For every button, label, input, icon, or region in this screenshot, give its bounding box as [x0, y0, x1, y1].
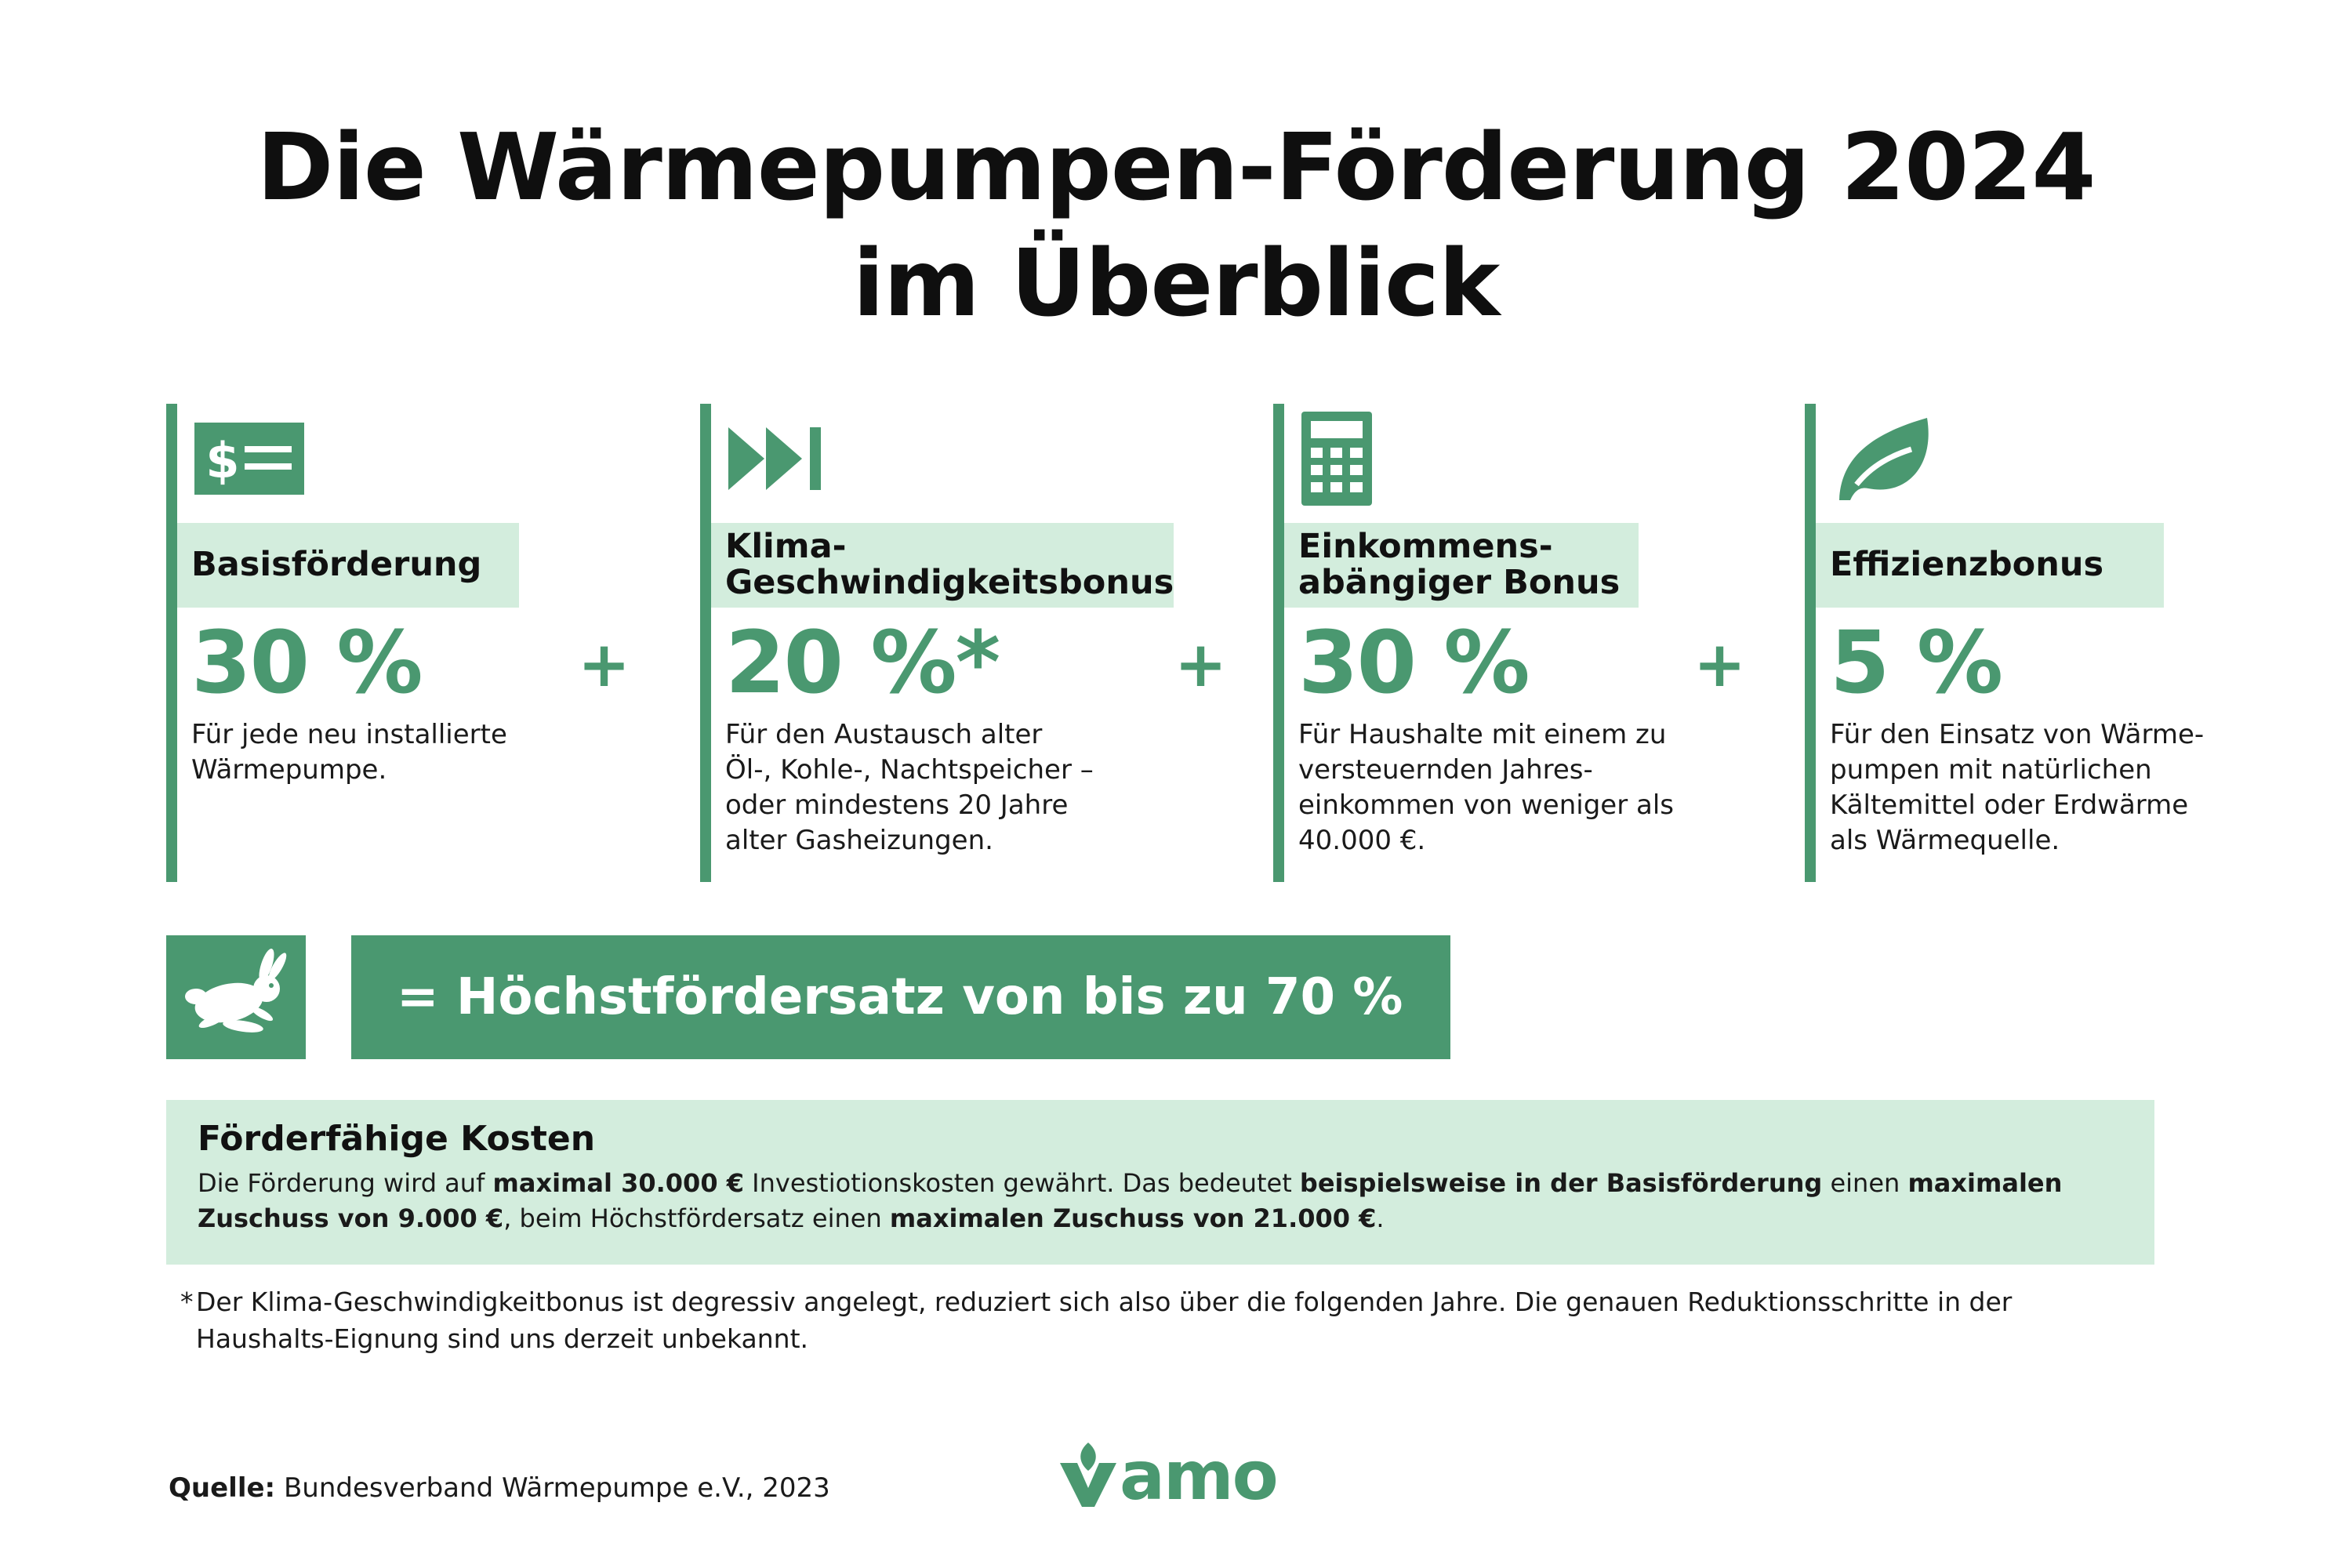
title-line-2: im Überblick: [852, 228, 1501, 337]
column-percent: 5 %: [1830, 612, 2003, 713]
title-line-1: Die Wärmepumpen-Förderung 2024: [256, 113, 2096, 221]
column-label: Klima- Geschwindigkeitsbonus: [711, 523, 1174, 608]
text-segment: Die Förderung wird auf: [198, 1168, 493, 1199]
column-label: Basisförderung: [177, 523, 519, 608]
max-rate-banner: = Höchstfördersatz von bis zu 70 %: [351, 935, 1450, 1059]
eligible-costs-text: Die Förderung wird auf maximal 30.000 € …: [198, 1166, 2123, 1236]
source-label: Quelle:: [169, 1472, 276, 1504]
column-label-text: Klima- Geschwindigkeitsbonus: [725, 527, 1174, 602]
eligible-costs-box: Förderfähige Kosten Die Förderung wird a…: [166, 1100, 2154, 1265]
column-accent-bar: [1273, 404, 1284, 882]
vamo-logo: amo: [1057, 1437, 1279, 1515]
calculator-icon: [1301, 412, 1372, 506]
column-description: Für jede neu installierte Wärmepumpe.: [191, 719, 507, 786]
source-text: Bundesverband Wärmepumpe e.V., 2023: [275, 1472, 830, 1504]
text-segment: Investiotionskosten gewährt. Das bedeute…: [743, 1168, 1300, 1199]
eligible-costs-heading: Förderfähige Kosten: [198, 1119, 596, 1159]
leaf-icon: [1839, 418, 1929, 500]
column-percent: 20 %*: [725, 612, 1000, 713]
text-segment: .: [1376, 1203, 1385, 1234]
svg-text:$: $: [205, 432, 239, 489]
logo-text: amo: [1120, 1437, 1279, 1515]
page-title: Die Wärmepumpen-Förderung 2024 im Überbl…: [0, 110, 2352, 341]
column-description: Für den Einsatz von Wärme- pumpen mit na…: [1830, 719, 2205, 856]
column-description: Für den Austausch alter Öl-, Kohle-, Nac…: [725, 719, 1094, 856]
bold-segment: maximalen Zuschuss von 21.000 €: [889, 1203, 1377, 1234]
vamo-leaf-v-logo: [1060, 1443, 1116, 1507]
dollar-list-icon: $: [194, 423, 304, 495]
column-accent-bar: [700, 404, 711, 882]
footnote: * Der Klima-Geschwindigkeitbonus ist deg…: [180, 1283, 2062, 1357]
column-accent-bar: [166, 404, 177, 882]
column-label: Effizienzbonus: [1816, 523, 2164, 608]
hare-icon: [185, 948, 287, 1033]
column-percent: 30 %: [191, 612, 423, 713]
plus-sign: +: [1174, 628, 1228, 701]
plus-sign: +: [1693, 628, 1747, 701]
text-segment: einen: [1822, 1168, 1908, 1199]
plus-sign: +: [578, 628, 631, 701]
column-percent: 30 %: [1298, 612, 1530, 713]
column-accent-bar: [1805, 404, 1816, 882]
text-segment: , beim Höchstfördersatz einen: [503, 1203, 890, 1234]
hare-icon-box: [166, 935, 306, 1059]
column-description: Für Haushalte mit einem zu versteuernden…: [1298, 719, 1674, 856]
fast-forward-icon: [728, 427, 821, 490]
footnote-marker: *: [180, 1287, 194, 1317]
footnote-text: Der Klima-Geschwindigkeitbonus ist degre…: [196, 1287, 2013, 1354]
bold-segment: beispielsweise in der Basisförderung: [1299, 1168, 1823, 1199]
column-label-text: Einkommens- abängiger Bonus: [1298, 527, 1621, 602]
bold-segment: maximalen Zuschuss von 9.000 €: [198, 1168, 2063, 1234]
source-line: Quelle: Bundesverband Wärmepumpe e.V., 2…: [169, 1472, 830, 1504]
column-label: Einkommens- abängiger Bonus: [1284, 523, 1639, 608]
bold-segment: maximal 30.000 €: [492, 1168, 744, 1199]
